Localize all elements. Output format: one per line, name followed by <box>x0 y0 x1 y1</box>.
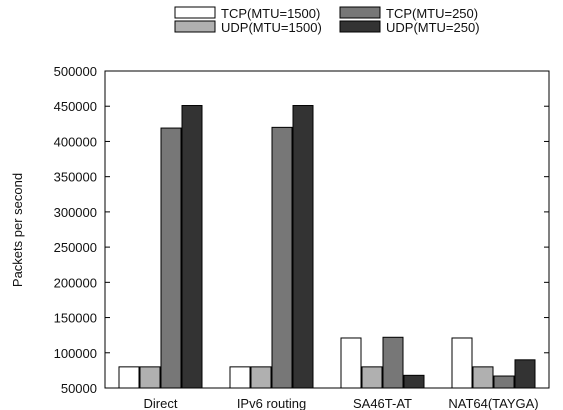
bar-udp-mtu-1500-1 <box>250 366 272 389</box>
legend-swatch <box>174 20 216 33</box>
legend-label: UDP(MTU=250) <box>386 20 480 35</box>
x-axis-labels: Direct IPv6 routing SA46T-AT NAT64(TAYGA) <box>144 396 539 410</box>
plot-frame <box>104 70 550 389</box>
bar-udp-mtu-1500-3 <box>472 366 494 389</box>
legend-label: TCP(MTU=250) <box>386 6 478 21</box>
bar-tcp-mtu-250-3 <box>493 375 515 389</box>
legend: TCP(MTU=1500) TCP(MTU=250) UDP(MTU=1500) UD… <box>174 6 480 35</box>
bar-tcp-mtu-250-1 <box>271 126 293 389</box>
legend-swatch <box>339 6 381 19</box>
x-category-label: NAT64(TAYGA) <box>448 396 538 410</box>
y-tick-label: 450000 <box>54 99 97 114</box>
bar-udp-mtu-250-2 <box>403 374 425 389</box>
bar-tcp-mtu-1500-1 <box>229 366 251 389</box>
y-axis-title: Packets per second <box>10 173 25 287</box>
y-tick-label: 100000 <box>54 346 97 361</box>
bar-tcp-mtu-1500-3 <box>451 337 473 389</box>
bar-tcp-mtu-1500-0 <box>118 366 140 389</box>
legend-swatch <box>339 20 381 33</box>
x-category-label: SA46T-AT <box>353 396 412 410</box>
legend-label: TCP(MTU=1500) <box>221 6 320 21</box>
legend-swatch <box>174 6 216 19</box>
bar-tcp-mtu-250-0 <box>160 127 182 389</box>
bar-udp-mtu-250-0 <box>181 105 203 389</box>
y-tick-label: 500000 <box>54 64 97 79</box>
bars <box>118 105 536 389</box>
axes <box>104 70 550 389</box>
y-tick-label: 200000 <box>54 275 97 290</box>
bar-udp-mtu-1500-0 <box>139 366 161 389</box>
y-tick-label: 50000 <box>61 381 97 396</box>
bar-udp-mtu-250-1 <box>292 105 314 389</box>
y-tick-label: 400000 <box>54 134 97 149</box>
y-axis-ticks: 50000 100000 150000 200000 250000 300000 35000… <box>54 64 549 396</box>
y-tick-label: 350000 <box>54 170 97 185</box>
y-tick-label: 150000 <box>54 311 97 326</box>
bar-udp-mtu-250-3 <box>514 359 536 389</box>
x-category-label: IPv6 routing <box>237 396 306 410</box>
y-tick-label: 300000 <box>54 205 97 220</box>
y-tick-label: 250000 <box>54 240 97 255</box>
bar-tcp-mtu-250-2 <box>382 336 404 389</box>
bar-tcp-mtu-1500-2 <box>340 337 362 389</box>
bar-udp-mtu-1500-2 <box>361 366 383 389</box>
legend-label: UDP(MTU=1500) <box>221 20 322 35</box>
x-category-label: Direct <box>144 396 178 410</box>
